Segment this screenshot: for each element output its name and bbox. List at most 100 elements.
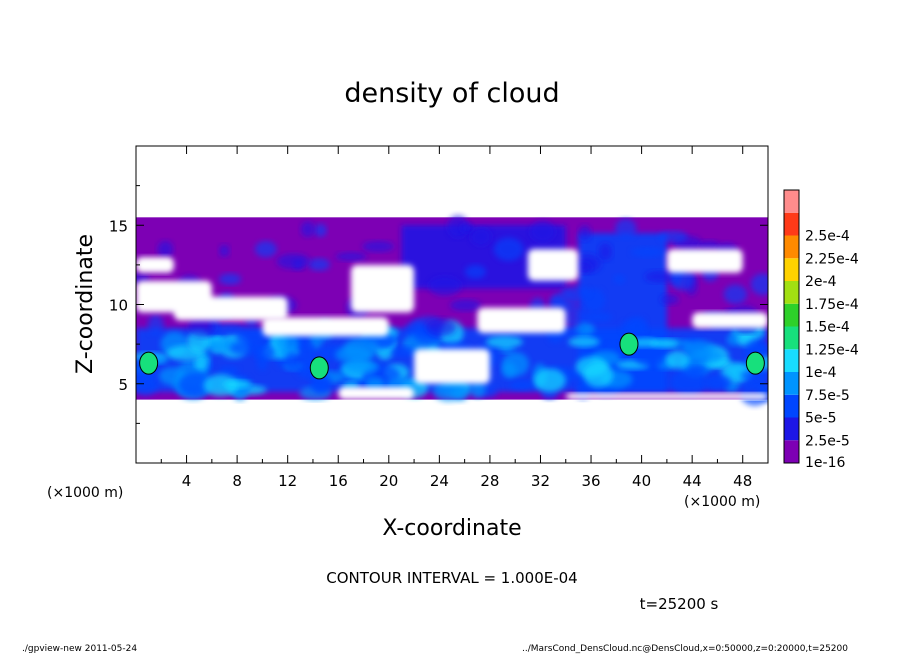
density-blob bbox=[575, 262, 592, 274]
clear-region bbox=[262, 317, 389, 337]
density-blob bbox=[659, 230, 688, 243]
density-blob bbox=[485, 335, 523, 348]
density-blob bbox=[583, 312, 613, 323]
contour-line bbox=[139, 351, 159, 375]
density-blob bbox=[633, 345, 669, 367]
density-blob bbox=[235, 328, 268, 347]
density-blob bbox=[550, 291, 580, 309]
contour-line bbox=[309, 356, 329, 380]
colorbar-swatch bbox=[784, 417, 799, 441]
high-density-patch bbox=[310, 356, 329, 379]
density-blob bbox=[750, 273, 768, 296]
density-blob bbox=[276, 333, 300, 357]
x-axis-label: X-coordinate bbox=[382, 516, 521, 541]
x-tick-label: 12 bbox=[278, 472, 297, 490]
density-blob bbox=[276, 253, 311, 270]
time-label: t=25200 s bbox=[640, 595, 719, 613]
density-blob bbox=[688, 349, 723, 364]
density-blob bbox=[469, 381, 486, 399]
density-blob bbox=[578, 225, 592, 241]
colorbar-swatch bbox=[784, 212, 799, 236]
density-blob bbox=[726, 333, 742, 346]
colorbar-swatch bbox=[784, 303, 799, 327]
density-blob bbox=[425, 318, 456, 337]
density-blob bbox=[178, 372, 212, 397]
density-blob bbox=[630, 247, 664, 257]
density-blob bbox=[698, 240, 720, 252]
density-blob bbox=[254, 344, 276, 360]
clear-region bbox=[136, 256, 174, 273]
colorbar-label: 5e-5 bbox=[805, 411, 836, 427]
x-tick-label: 16 bbox=[329, 472, 348, 490]
density-blob bbox=[530, 220, 556, 243]
y-tick-label: 5 bbox=[118, 376, 128, 394]
density-blob bbox=[533, 368, 566, 393]
colorbar-swatch bbox=[784, 394, 799, 418]
y-tick-label: 10 bbox=[109, 297, 128, 315]
density-blob bbox=[740, 369, 768, 383]
density-blob bbox=[723, 284, 748, 304]
density-blob bbox=[362, 240, 395, 253]
clear-region bbox=[350, 264, 415, 313]
x-tick-label: 48 bbox=[733, 472, 752, 490]
x-tick-label: 20 bbox=[379, 472, 398, 490]
colorbar-label: 2.5e-4 bbox=[805, 229, 850, 245]
x-tick-label: 32 bbox=[531, 472, 550, 490]
x-axis: 4 8 12 16 20 24 28 32 36 40 44 48 bbox=[160, 146, 752, 490]
colorbar-label: 1.25e-4 bbox=[805, 342, 859, 358]
colorbar-label: 7.5e-5 bbox=[805, 388, 850, 404]
chart-title: density of cloud bbox=[344, 78, 559, 109]
density-field bbox=[136, 215, 768, 406]
colorbar-label: 1e-16 bbox=[805, 455, 845, 471]
density-blob bbox=[432, 381, 465, 402]
colorbar-label: 2.25e-4 bbox=[805, 251, 859, 267]
density-blob bbox=[670, 369, 707, 396]
colorbar-swatch bbox=[784, 372, 799, 395]
density-blob bbox=[314, 223, 327, 237]
footer-right: ../MarsCond_DensCloud.nc@DensCloud,x=0:5… bbox=[522, 644, 848, 654]
clear-region bbox=[565, 393, 768, 400]
y-axis-label: Z-coordinate bbox=[73, 234, 98, 374]
x-tick-label: 8 bbox=[232, 472, 242, 490]
density-blob bbox=[561, 304, 584, 328]
density-blob bbox=[194, 355, 209, 371]
clear-region bbox=[414, 348, 490, 384]
density-blob bbox=[221, 380, 253, 389]
density-blob bbox=[627, 316, 648, 338]
colorbar-swatch bbox=[784, 440, 799, 463]
density-blob bbox=[187, 316, 217, 337]
x-tick-label: 44 bbox=[683, 472, 702, 490]
density-blob bbox=[598, 243, 613, 261]
density-blob bbox=[390, 346, 416, 358]
high-density-patch bbox=[139, 352, 158, 375]
x-axis-unit-right: (×1000 m) bbox=[684, 494, 760, 510]
colorbar-label: 2.5e-5 bbox=[805, 433, 850, 449]
colorbar-label: 1.5e-4 bbox=[805, 320, 850, 336]
high-density-patch bbox=[619, 333, 638, 356]
colorbar-frame bbox=[783, 189, 800, 464]
density-blob bbox=[300, 221, 315, 238]
density-blob bbox=[568, 336, 600, 348]
density-blob bbox=[509, 380, 535, 391]
density-blob bbox=[665, 350, 690, 369]
contour-interval-label: CONTOUR INTERVAL = 1.000E-04 bbox=[326, 569, 577, 587]
clear-region bbox=[527, 249, 579, 281]
colorbar-swatch bbox=[784, 349, 799, 372]
density-blob bbox=[450, 299, 482, 312]
density-blob bbox=[660, 294, 679, 305]
density-blob bbox=[244, 318, 259, 328]
contour-line bbox=[619, 332, 639, 356]
density-blob bbox=[613, 274, 626, 285]
colorbar-label: 2e-4 bbox=[805, 274, 837, 290]
colorbar-swatch bbox=[784, 326, 799, 350]
x-tick-label: 28 bbox=[480, 472, 499, 490]
x-tick-label: 40 bbox=[632, 472, 651, 490]
density-blob bbox=[644, 270, 677, 283]
density-blob bbox=[365, 377, 385, 390]
density-blob bbox=[460, 222, 473, 234]
clear-region bbox=[173, 296, 288, 321]
density-blob bbox=[493, 237, 524, 262]
density-blob bbox=[583, 362, 614, 388]
x-axis-unit-left: (×1000 m) bbox=[47, 485, 123, 501]
